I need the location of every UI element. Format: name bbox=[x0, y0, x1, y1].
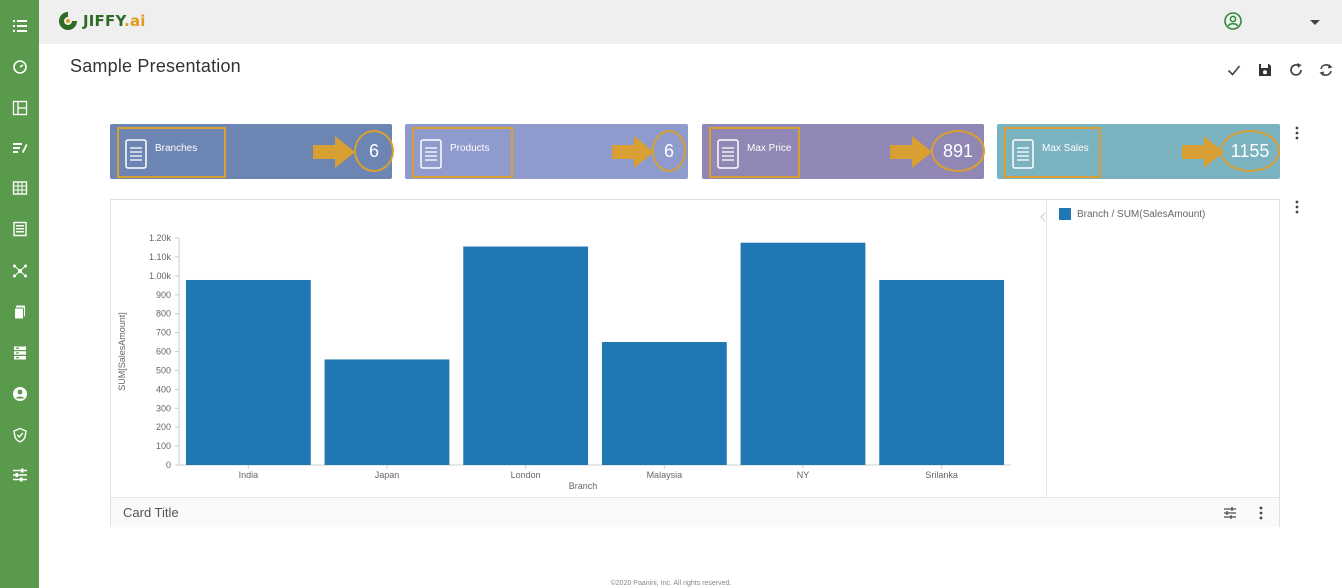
sliders-icon[interactable] bbox=[0, 463, 39, 487]
document-icon bbox=[420, 139, 442, 169]
layout-icon[interactable] bbox=[0, 96, 39, 120]
page-title: Sample Presentation bbox=[70, 56, 241, 76]
top-bar: JIFFY.ai bbox=[39, 0, 1342, 44]
report-icon[interactable] bbox=[0, 217, 39, 241]
sliders-icon[interactable] bbox=[1223, 506, 1237, 520]
kpi-card-products[interactable]: Products 6 bbox=[405, 124, 688, 179]
check-button[interactable] bbox=[1224, 60, 1244, 80]
shield-icon[interactable] bbox=[0, 423, 39, 447]
x-axis-label: Branch bbox=[569, 481, 598, 491]
jiffy-logo-icon bbox=[59, 12, 77, 30]
bar[interactable] bbox=[740, 242, 866, 465]
y-tick-label: 1.20k bbox=[149, 233, 172, 243]
y-tick-label: 500 bbox=[156, 365, 171, 375]
bar[interactable] bbox=[463, 246, 589, 465]
check-icon bbox=[1227, 65, 1241, 76]
bar[interactable] bbox=[324, 359, 450, 465]
chart-card: 0 100 200 300 400 500 600 700 800 900 1.00k 1.10k 1.… bbox=[110, 199, 1280, 527]
x-tick-label: Japan bbox=[375, 470, 400, 480]
y-tick-label: 700 bbox=[156, 328, 171, 338]
sidebar bbox=[0, 0, 39, 588]
x-tick-label: India bbox=[239, 470, 259, 480]
kpi-label-box: Branches bbox=[117, 127, 226, 178]
logo-text: JIFFY.ai bbox=[83, 12, 146, 30]
card-footer: Card Title bbox=[111, 497, 1279, 527]
x-tick-label: Malaysia bbox=[647, 470, 683, 480]
legend-divider bbox=[1046, 200, 1047, 497]
legend-collapse-icon[interactable] bbox=[1039, 212, 1049, 222]
card-title: Card Title bbox=[123, 505, 179, 520]
x-tick-label: Srilanka bbox=[925, 470, 958, 480]
x-tick-label: NY bbox=[797, 470, 810, 480]
arrow-right-icon bbox=[612, 136, 654, 168]
kpi-card-max-sales[interactable]: Max Sales 1155 bbox=[997, 124, 1280, 179]
arrow-right-icon bbox=[890, 136, 932, 168]
sync-button[interactable] bbox=[1316, 60, 1336, 80]
arrow-right-icon bbox=[1182, 136, 1224, 168]
save-icon bbox=[1259, 64, 1271, 76]
y-tick-label: 1.10k bbox=[149, 252, 172, 262]
kpi-label: Branches bbox=[155, 143, 198, 154]
kpi-value: 891 bbox=[931, 130, 985, 172]
kpi-label: Products bbox=[450, 143, 490, 154]
user-icon[interactable] bbox=[0, 382, 39, 406]
tasks-icon[interactable] bbox=[0, 136, 39, 160]
x-tick-label: London bbox=[511, 470, 541, 480]
kpi-label: Max Sales bbox=[1042, 143, 1089, 154]
document-icon bbox=[125, 139, 147, 169]
database-icon[interactable] bbox=[0, 341, 39, 365]
y-tick-label: 0 bbox=[166, 460, 171, 470]
kpi-card-max-price[interactable]: Max Price 891 bbox=[702, 124, 985, 179]
document-icon bbox=[1012, 139, 1034, 169]
y-tick-label: 200 bbox=[156, 422, 171, 432]
dashboard-icon[interactable] bbox=[0, 55, 39, 79]
kpi-label: Max Price bbox=[747, 143, 792, 154]
bar[interactable] bbox=[879, 279, 1005, 465]
kpi-value: 6 bbox=[354, 130, 394, 172]
network-icon[interactable] bbox=[0, 259, 39, 283]
legend-swatch bbox=[1059, 208, 1071, 220]
save-button[interactable] bbox=[1255, 60, 1275, 80]
logo[interactable]: JIFFY.ai bbox=[57, 10, 146, 32]
copyright: ©2020 Paanini, Inc. All rights reserved. bbox=[610, 580, 732, 587]
kpi-value: 1155 bbox=[1220, 130, 1280, 172]
chevron-down-icon[interactable] bbox=[1307, 14, 1323, 30]
kpi-label-box: Max Price bbox=[709, 127, 800, 178]
kpi-more-options-icon[interactable] bbox=[1292, 125, 1302, 141]
bar[interactable] bbox=[601, 342, 727, 465]
refresh-icon bbox=[1290, 63, 1302, 76]
y-tick-label: 1.00k bbox=[149, 271, 172, 281]
y-tick-label: 900 bbox=[156, 290, 171, 300]
chart-more-options-icon[interactable] bbox=[1292, 199, 1302, 215]
kpi-value: 6 bbox=[652, 130, 686, 172]
card-more-options-icon[interactable] bbox=[1256, 505, 1266, 521]
copy-icon[interactable] bbox=[0, 300, 39, 324]
y-tick-label: 300 bbox=[156, 403, 171, 413]
refresh-button[interactable] bbox=[1286, 60, 1306, 80]
y-tick-label: 400 bbox=[156, 384, 171, 394]
legend-label: Branch / SUM(SalesAmount) bbox=[1077, 208, 1206, 220]
y-tick-label: 100 bbox=[156, 441, 171, 451]
chart-legend[interactable]: Branch / SUM(SalesAmount) bbox=[1059, 208, 1205, 220]
user-account-icon[interactable] bbox=[1223, 11, 1243, 31]
document-icon bbox=[717, 139, 739, 169]
list-icon[interactable] bbox=[0, 14, 39, 38]
table-icon[interactable] bbox=[0, 176, 39, 200]
sync-icon bbox=[1319, 64, 1333, 76]
y-axis-label: SUM[SalesAmount] bbox=[117, 312, 127, 391]
kpi-label-box: Max Sales bbox=[1004, 127, 1101, 178]
kpi-card-branches[interactable]: Branches 6 bbox=[110, 124, 394, 179]
arrow-right-icon bbox=[313, 136, 355, 168]
y-tick-label: 600 bbox=[156, 347, 171, 357]
bar-chart: 0 100 200 300 400 500 600 700 800 900 1.00k 1.10k 1.… bbox=[117, 233, 1011, 491]
y-tick-label: 800 bbox=[156, 309, 171, 319]
bar[interactable] bbox=[185, 279, 311, 465]
kpi-label-box: Products bbox=[412, 127, 513, 178]
